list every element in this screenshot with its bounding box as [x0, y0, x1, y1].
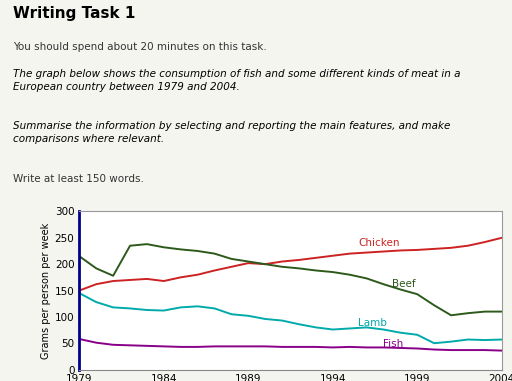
Text: Lamb: Lamb	[358, 318, 387, 328]
Text: Fish: Fish	[383, 339, 404, 349]
Text: Chicken: Chicken	[358, 238, 400, 248]
Text: The graph below shows the consumption of fish and some different kinds of meat i: The graph below shows the consumption of…	[13, 69, 460, 92]
Text: Beef: Beef	[392, 279, 416, 289]
Text: You should spend about 20 minutes on this task.: You should spend about 20 minutes on thi…	[13, 42, 267, 53]
Text: Write at least 150 words.: Write at least 150 words.	[13, 174, 144, 184]
Text: Writing Task 1: Writing Task 1	[13, 6, 135, 21]
Text: Summarise the information by selecting and reporting the main features, and make: Summarise the information by selecting a…	[13, 121, 450, 144]
Y-axis label: Grams per person per week: Grams per person per week	[40, 223, 51, 359]
